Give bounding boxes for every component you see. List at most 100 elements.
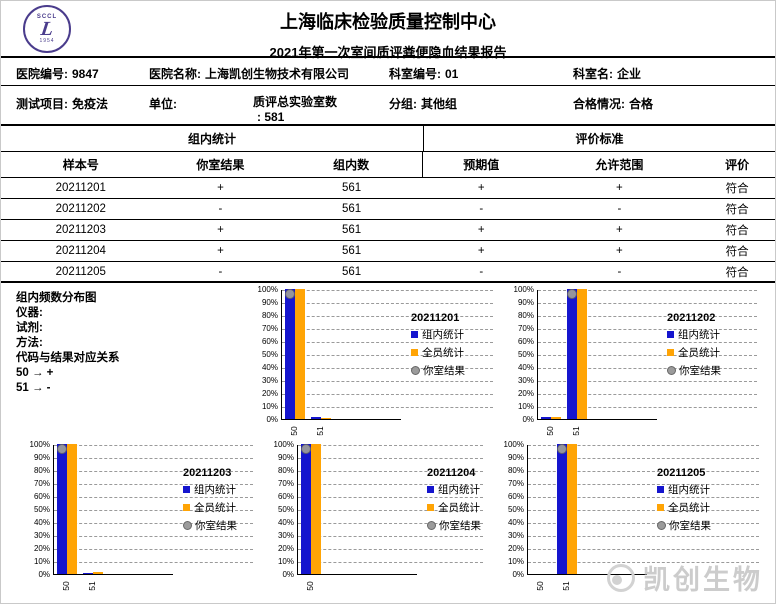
pass-status-value: 合格 (629, 97, 654, 111)
x-category-label: 51 (87, 581, 97, 591)
gridline (54, 549, 253, 550)
gridline (298, 497, 483, 498)
y-tick-label: 50% (33, 505, 50, 514)
chart-legend: 20211202 组内统计 全员统计 你室结果 (667, 290, 753, 378)
gridline (54, 523, 253, 524)
y-tick-label: 20% (507, 544, 524, 553)
group-field: 分组: 其他组 (389, 95, 457, 112)
test-item-value: 免疫法 (72, 97, 109, 111)
legend-swatch-dot-icon (411, 366, 420, 375)
hospital-id-value: 9847 (72, 67, 99, 81)
table-cell: 符合 (725, 266, 749, 279)
chart-20211203: 0% 10% 20% 30% 40% 50% 60% 70% 80% 90% 100% 50 51 202… (27, 438, 271, 598)
table-cell: - (479, 203, 484, 215)
plot-area (281, 289, 493, 420)
charts-row-bottom: 0% 10% 20% 30% 40% 50% 60% 70% 80% 90% 100% 50 51 202… (1, 438, 775, 598)
y-tick-label: 10% (517, 402, 534, 411)
y-tick-label: 80% (277, 466, 294, 475)
legend-swatch-dot-icon (183, 521, 192, 530)
legend-label: 你室结果 (195, 520, 237, 532)
results-table-body: 20211201 +561 + + 符合 20211202-561- - 符合 20211203… (1, 178, 775, 283)
gridline (298, 471, 483, 472)
legend-label: 组内统计 (194, 484, 236, 496)
y-tick-label: 30% (507, 531, 524, 540)
legend-label: 全员统计 (194, 502, 236, 514)
legend-swatch-dot-icon (427, 521, 436, 530)
table-group-header-row: 组内统计 评价标准 (1, 126, 775, 152)
legend-title: 20211204 (427, 467, 476, 479)
legend-swatch-global-icon (183, 504, 190, 511)
x-category-label: 51 (561, 581, 571, 591)
y-tick-label: 40% (261, 363, 278, 372)
gridline (538, 355, 757, 356)
legend-item: 你室结果 (667, 363, 753, 378)
gridline (54, 562, 253, 563)
legend-label: 全员统计 (422, 347, 464, 359)
watermark: 凯创生物 (607, 558, 763, 597)
legend-item: 组内统计 (667, 327, 753, 342)
bar-group-stat (567, 289, 577, 419)
gridline (54, 497, 253, 498)
gridline (282, 329, 493, 330)
gridline (528, 445, 759, 446)
y-tick-label: 60% (33, 492, 50, 501)
y-tick-label: 50% (277, 505, 294, 514)
y-tick-label: 10% (261, 402, 278, 411)
y-tick-label: 40% (33, 518, 50, 527)
gridline (298, 510, 483, 511)
table-cell: 561 (342, 245, 362, 257)
gridline (298, 458, 483, 459)
table-cell: + (217, 245, 224, 257)
y-axis: 0% 10% 20% 30% 40% 50% 60% 70% 80% 90% 100% (255, 285, 281, 424)
chart-20211204: 0% 10% 20% 30% 40% 50% 60% 70% 80% 90% 100% 50 20211… (271, 438, 501, 598)
column-header-expected: 预期值 (463, 158, 500, 172)
y-tick-label: 60% (507, 492, 524, 501)
legend-item: 全员统计 (427, 500, 501, 515)
table-cell: 20211201 (55, 182, 106, 194)
gridline (528, 523, 759, 524)
table-cell: + (217, 182, 224, 194)
info-row-1: 医院编号: 9847 医院名称: 上海凯创生物技术有限公司 科室编号: 01 科室名:… (1, 58, 775, 86)
table-row: 20211201 +561 + + 符合 (1, 178, 775, 199)
unit-field: 单位: (149, 95, 181, 112)
legend-label: 组内统计 (678, 329, 720, 341)
gridline (298, 536, 483, 537)
y-tick-label: 20% (261, 389, 278, 398)
legend-item: 你室结果 (183, 518, 269, 533)
y-tick-label: 0% (282, 570, 294, 579)
mapping-positive: 50 → + (16, 367, 54, 379)
group-header-evaluation: 评价标准 (575, 132, 624, 146)
column-header-your-result: 你室结果 (196, 158, 245, 172)
table-cell: - (218, 265, 223, 278)
table-cell: 符合 (725, 183, 749, 195)
x-category-label: 50 (289, 426, 299, 436)
reagent-label: 试剂: (16, 322, 43, 334)
legend-title: 20211205 (657, 467, 706, 479)
chart-legend: 20211204 组内统计 全员统计 你室结果 (427, 445, 501, 533)
legend-swatch-group-icon (427, 486, 434, 493)
report-header: SCCL L 1954 上海临床检验质量控制中心 2021年第一次室间质评粪便隐… (1, 1, 775, 60)
method-label: 方法: (16, 337, 43, 349)
y-tick-label: 90% (517, 298, 534, 307)
notes-block: 组内频数分布图 仪器: 试剂: 方法: 代码与结果对应关系 50 → + 51 … (1, 283, 255, 438)
y-tick-label: 60% (261, 337, 278, 346)
x-category-label: 50 (535, 581, 545, 591)
gridline (54, 445, 253, 446)
pass-status-label: 合格情况: (573, 97, 625, 111)
gridline (282, 342, 493, 343)
total-labs-label: 质评总实验室数 (253, 95, 338, 109)
table-cell: + (477, 245, 485, 257)
y-tick-label: 100% (513, 285, 534, 294)
table-cell: 20211205 (55, 265, 106, 278)
logo-bottom-text: 1954 (39, 38, 55, 44)
y-tick-label: 30% (261, 376, 278, 385)
chart-legend: 20211201 组内统计 全员统计 你室结果 (411, 290, 497, 378)
y-tick-label: 40% (517, 363, 534, 372)
legend-label: 你室结果 (679, 365, 721, 377)
legend-item: 全员统计 (657, 500, 743, 515)
gridline (538, 303, 757, 304)
y-tick-label: 100% (503, 440, 524, 449)
y-tick-label: 70% (277, 479, 294, 488)
hospital-id-field: 医院编号: 9847 (16, 65, 99, 82)
y-tick-label: 30% (33, 531, 50, 540)
